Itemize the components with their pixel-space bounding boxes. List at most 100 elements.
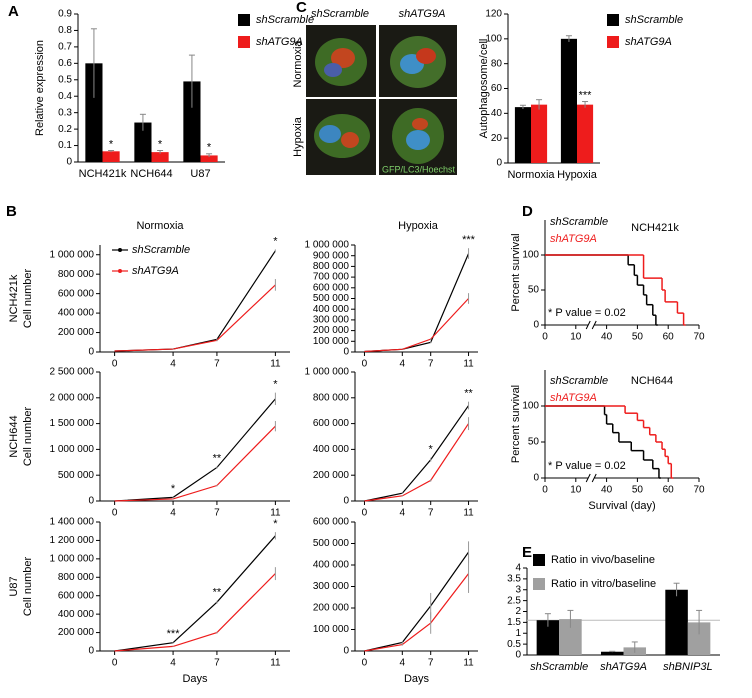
micrograph [379,99,457,175]
micrograph-column: shATG9A [399,8,446,20]
bar [514,107,531,163]
significance: * [273,518,278,530]
legend-swatch [118,248,122,252]
line [364,551,470,652]
y-tick-label: 0 [88,646,94,657]
y-tick-label: 0.5 [507,639,521,650]
legend-swatch [533,578,545,590]
legend-label: shATG9A [132,265,179,277]
y-axis-label: Percent survival [510,385,522,463]
line [364,253,470,353]
legend-label: shATG9A [550,233,597,245]
y-tick-label: 2 [515,606,521,617]
y-tick-label: 600 000 [313,517,350,528]
significance: * [171,483,176,495]
y-tick-label: 0 [88,347,94,358]
legend-label: shATG9A [256,36,303,48]
x-tick-label: 11 [463,658,474,669]
y-tick-label: 400 000 [58,609,95,620]
row-label: U87 [8,576,20,596]
y-tick-label: 400 000 [313,304,350,315]
legend-swatch [607,36,619,48]
x-tick-label: 60 [663,485,675,496]
axis-break [591,473,597,483]
micrograph-row: Hypoxia [292,116,304,157]
y-tick-label: 120 [485,9,502,20]
bar [687,622,711,655]
bar [151,152,169,162]
bar [600,651,624,655]
y-tick-label: 20 [491,133,503,144]
y-tick-label: 300 000 [313,315,350,326]
bar [531,104,548,163]
line [114,398,276,502]
x-tick-label: 4 [170,658,176,669]
significance: * [273,235,278,247]
legend-swatch [238,14,250,26]
y-tick-label: 800 000 [313,261,350,272]
x-axis-label: Survival (day) [588,500,655,512]
y-axis-label: Cell number [22,557,34,617]
x-tick-label: 7 [428,508,434,519]
x-axis-label: Days [404,673,430,685]
significance: * [207,142,212,154]
line [364,573,470,652]
line [114,535,276,652]
y-tick-label: 800 000 [313,392,350,403]
line [364,405,470,502]
x-tick-label: shBNIP3L [663,661,713,673]
x-tick-label: NCH421k [79,168,127,180]
y-tick-label: 1 000 000 [50,249,95,260]
y-tick-label: 300 000 [313,581,350,592]
row-label: NCH421k [8,274,20,322]
x-tick-label: 40 [601,332,613,343]
panel-label: D [522,203,533,220]
y-tick-label: 50 [528,437,540,448]
x-tick-label: NCH644 [130,168,172,180]
note: * P value = 0.02 [548,307,626,319]
y-tick-label: 1 000 000 [305,240,350,251]
y-tick-label: 400 000 [313,444,350,455]
x-tick-label: 7 [428,658,434,669]
panel-label: B [6,203,17,220]
line [114,425,276,502]
y-tick-label: 0 [343,496,349,507]
y-tick-label: 1 200 000 [50,535,95,546]
y-tick-label: 0 [533,320,539,331]
bar [577,104,594,163]
x-tick-label: 0 [362,508,368,519]
x-tick-label: 70 [693,332,705,343]
y-axis-label: Autophagosome/cell [478,39,490,139]
y-tick-label: 0.2 [58,124,72,135]
y-tick-label: 1 400 000 [50,517,95,528]
legend-swatch [607,14,619,26]
bar [560,38,577,164]
legend-label: shScramble [625,14,683,26]
chart-title: Hypoxia [398,220,439,232]
micrograph-caption: GFP/LC3/Hoechst [382,164,456,174]
line [114,284,276,352]
x-tick-label: 7 [428,359,434,370]
y-tick-label: 0 [343,347,349,358]
y-tick-label: 700 000 [313,272,350,283]
y-tick-label: 2 000 000 [50,392,95,403]
y-tick-label: 4 [515,563,521,574]
micrograph [379,25,457,97]
y-tick-label: 800 000 [58,269,95,280]
y-tick-label: 0.3 [58,107,72,118]
y-tick-label: 100 [522,401,539,412]
x-tick-label: 10 [570,485,582,496]
legend-label: shScramble [256,14,314,26]
legend-swatch [238,36,250,48]
significance: *** [167,628,181,640]
chart-title: Normoxia [136,220,184,232]
y-tick-label: 500 000 [58,470,95,481]
y-tick-label: 1 000 000 [50,444,95,455]
y-tick-label: 800 000 [58,572,95,583]
significance: * [429,444,434,456]
x-tick-label: shATG9A [600,661,647,673]
bar [200,155,218,162]
micrograph [306,99,376,175]
x-tick-label: 11 [463,359,474,370]
x-tick-label: 11 [270,359,281,370]
